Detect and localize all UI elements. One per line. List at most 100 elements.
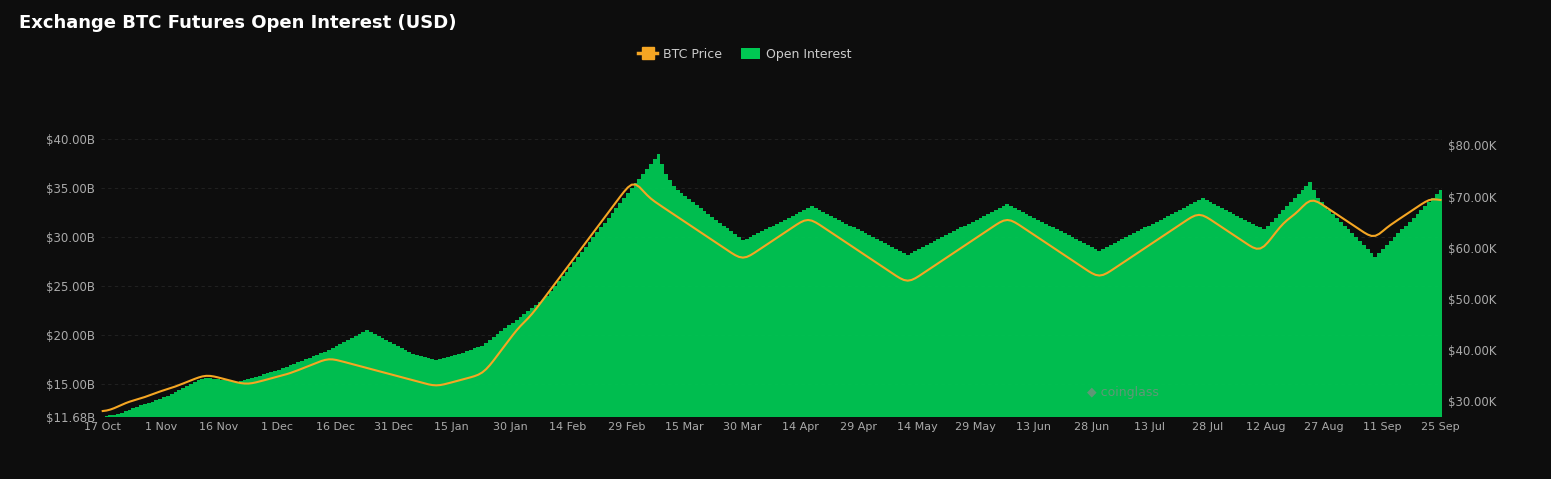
Bar [599,228,603,479]
Bar [668,181,672,479]
Bar [236,382,239,479]
Bar [917,249,921,479]
Bar [270,373,273,479]
Bar [112,415,116,479]
Bar [450,356,453,479]
Bar [327,350,330,479]
Bar [1159,220,1163,479]
Bar [132,408,135,479]
Bar [155,400,158,479]
Legend: BTC Price, Open Interest: BTC Price, Open Interest [633,43,856,66]
Bar [611,213,614,479]
Bar [1294,198,1297,479]
Bar [1359,241,1362,479]
Bar [1036,220,1039,479]
Bar [676,190,679,479]
Bar [1320,202,1323,479]
Bar [1098,251,1101,479]
Bar [481,345,484,479]
Bar [388,342,392,479]
Bar [174,392,177,479]
Bar [979,217,982,479]
Bar [1120,239,1124,479]
Bar [1304,186,1307,479]
Bar [734,234,737,479]
Bar [1307,182,1312,479]
Bar [223,380,228,479]
Bar [1335,217,1339,479]
Bar [1075,239,1078,479]
Bar [692,202,695,479]
Bar [606,217,611,479]
Bar [645,169,648,479]
Bar [250,378,254,479]
Bar [1370,253,1374,479]
Bar [986,214,990,479]
Bar [890,247,895,479]
Bar [1396,233,1401,479]
Bar [706,214,710,479]
Bar [135,407,140,479]
Bar [1021,212,1025,479]
Bar [794,214,799,479]
Bar [288,365,293,479]
Bar [583,247,588,479]
Text: ◆ coinglass: ◆ coinglass [1087,386,1159,399]
Bar [476,347,481,479]
Bar [779,222,783,479]
Bar [1013,208,1017,479]
Bar [1346,229,1351,479]
Bar [830,216,833,479]
Bar [771,226,776,479]
Bar [572,262,575,479]
Bar [710,217,713,479]
Bar [1297,194,1301,479]
Bar [1005,204,1010,479]
Bar [278,369,281,479]
Bar [427,358,431,479]
Bar [177,390,181,479]
Bar [1177,210,1182,479]
Bar [1255,226,1258,479]
Bar [385,340,388,479]
Bar [247,379,250,479]
Bar [963,226,968,479]
Bar [1339,222,1343,479]
Bar [1047,226,1052,479]
Bar [887,245,890,479]
Bar [408,352,411,479]
Bar [1010,206,1013,479]
Bar [468,350,473,479]
Bar [848,226,851,479]
Bar [1166,216,1171,479]
Bar [588,242,591,479]
Bar [1273,217,1278,479]
Text: Exchange BTC Futures Open Interest (USD): Exchange BTC Futures Open Interest (USD) [19,14,456,33]
Bar [867,235,872,479]
Bar [116,413,119,479]
Bar [929,243,932,479]
Bar [718,223,721,479]
Bar [197,380,200,479]
Bar [841,222,844,479]
Bar [119,412,124,479]
Bar [1033,217,1036,479]
Bar [1377,253,1380,479]
Bar [109,415,112,479]
Bar [526,311,530,479]
Bar [546,296,549,479]
Bar [411,354,416,479]
Bar [127,410,132,479]
Bar [802,210,807,479]
Bar [465,352,468,479]
Bar [684,196,687,479]
Bar [1205,200,1208,479]
Bar [924,245,929,479]
Bar [503,329,507,479]
Bar [212,379,216,479]
Bar [1388,241,1393,479]
Bar [1193,202,1197,479]
Bar [1148,226,1151,479]
Bar [473,348,476,479]
Bar [1435,194,1439,479]
